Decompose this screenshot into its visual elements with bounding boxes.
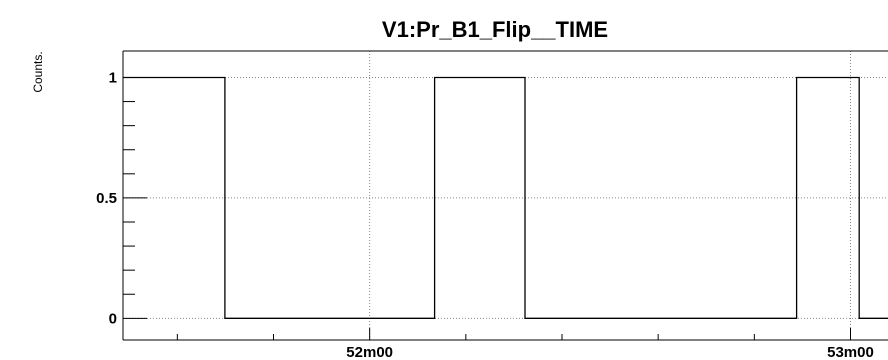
y-tick-label: 1: [109, 69, 117, 86]
y-axis-label: Counts.: [31, 51, 45, 92]
series-line: [123, 76, 888, 319]
x-tick-label: 53m00: [827, 344, 874, 360]
y-tick-label: 0.5: [96, 190, 117, 207]
axes: [122, 50, 888, 341]
plot-area: [123, 76, 888, 319]
tick-labels: 0 0.5 1 52m00 53m00: [96, 69, 874, 360]
y-tick-label: 0: [109, 310, 117, 327]
grid-lines: [123, 51, 888, 340]
chart-title: V1:Pr_B1_Flip__TIME: [382, 17, 608, 42]
x-tick-label: 52m00: [346, 344, 393, 360]
